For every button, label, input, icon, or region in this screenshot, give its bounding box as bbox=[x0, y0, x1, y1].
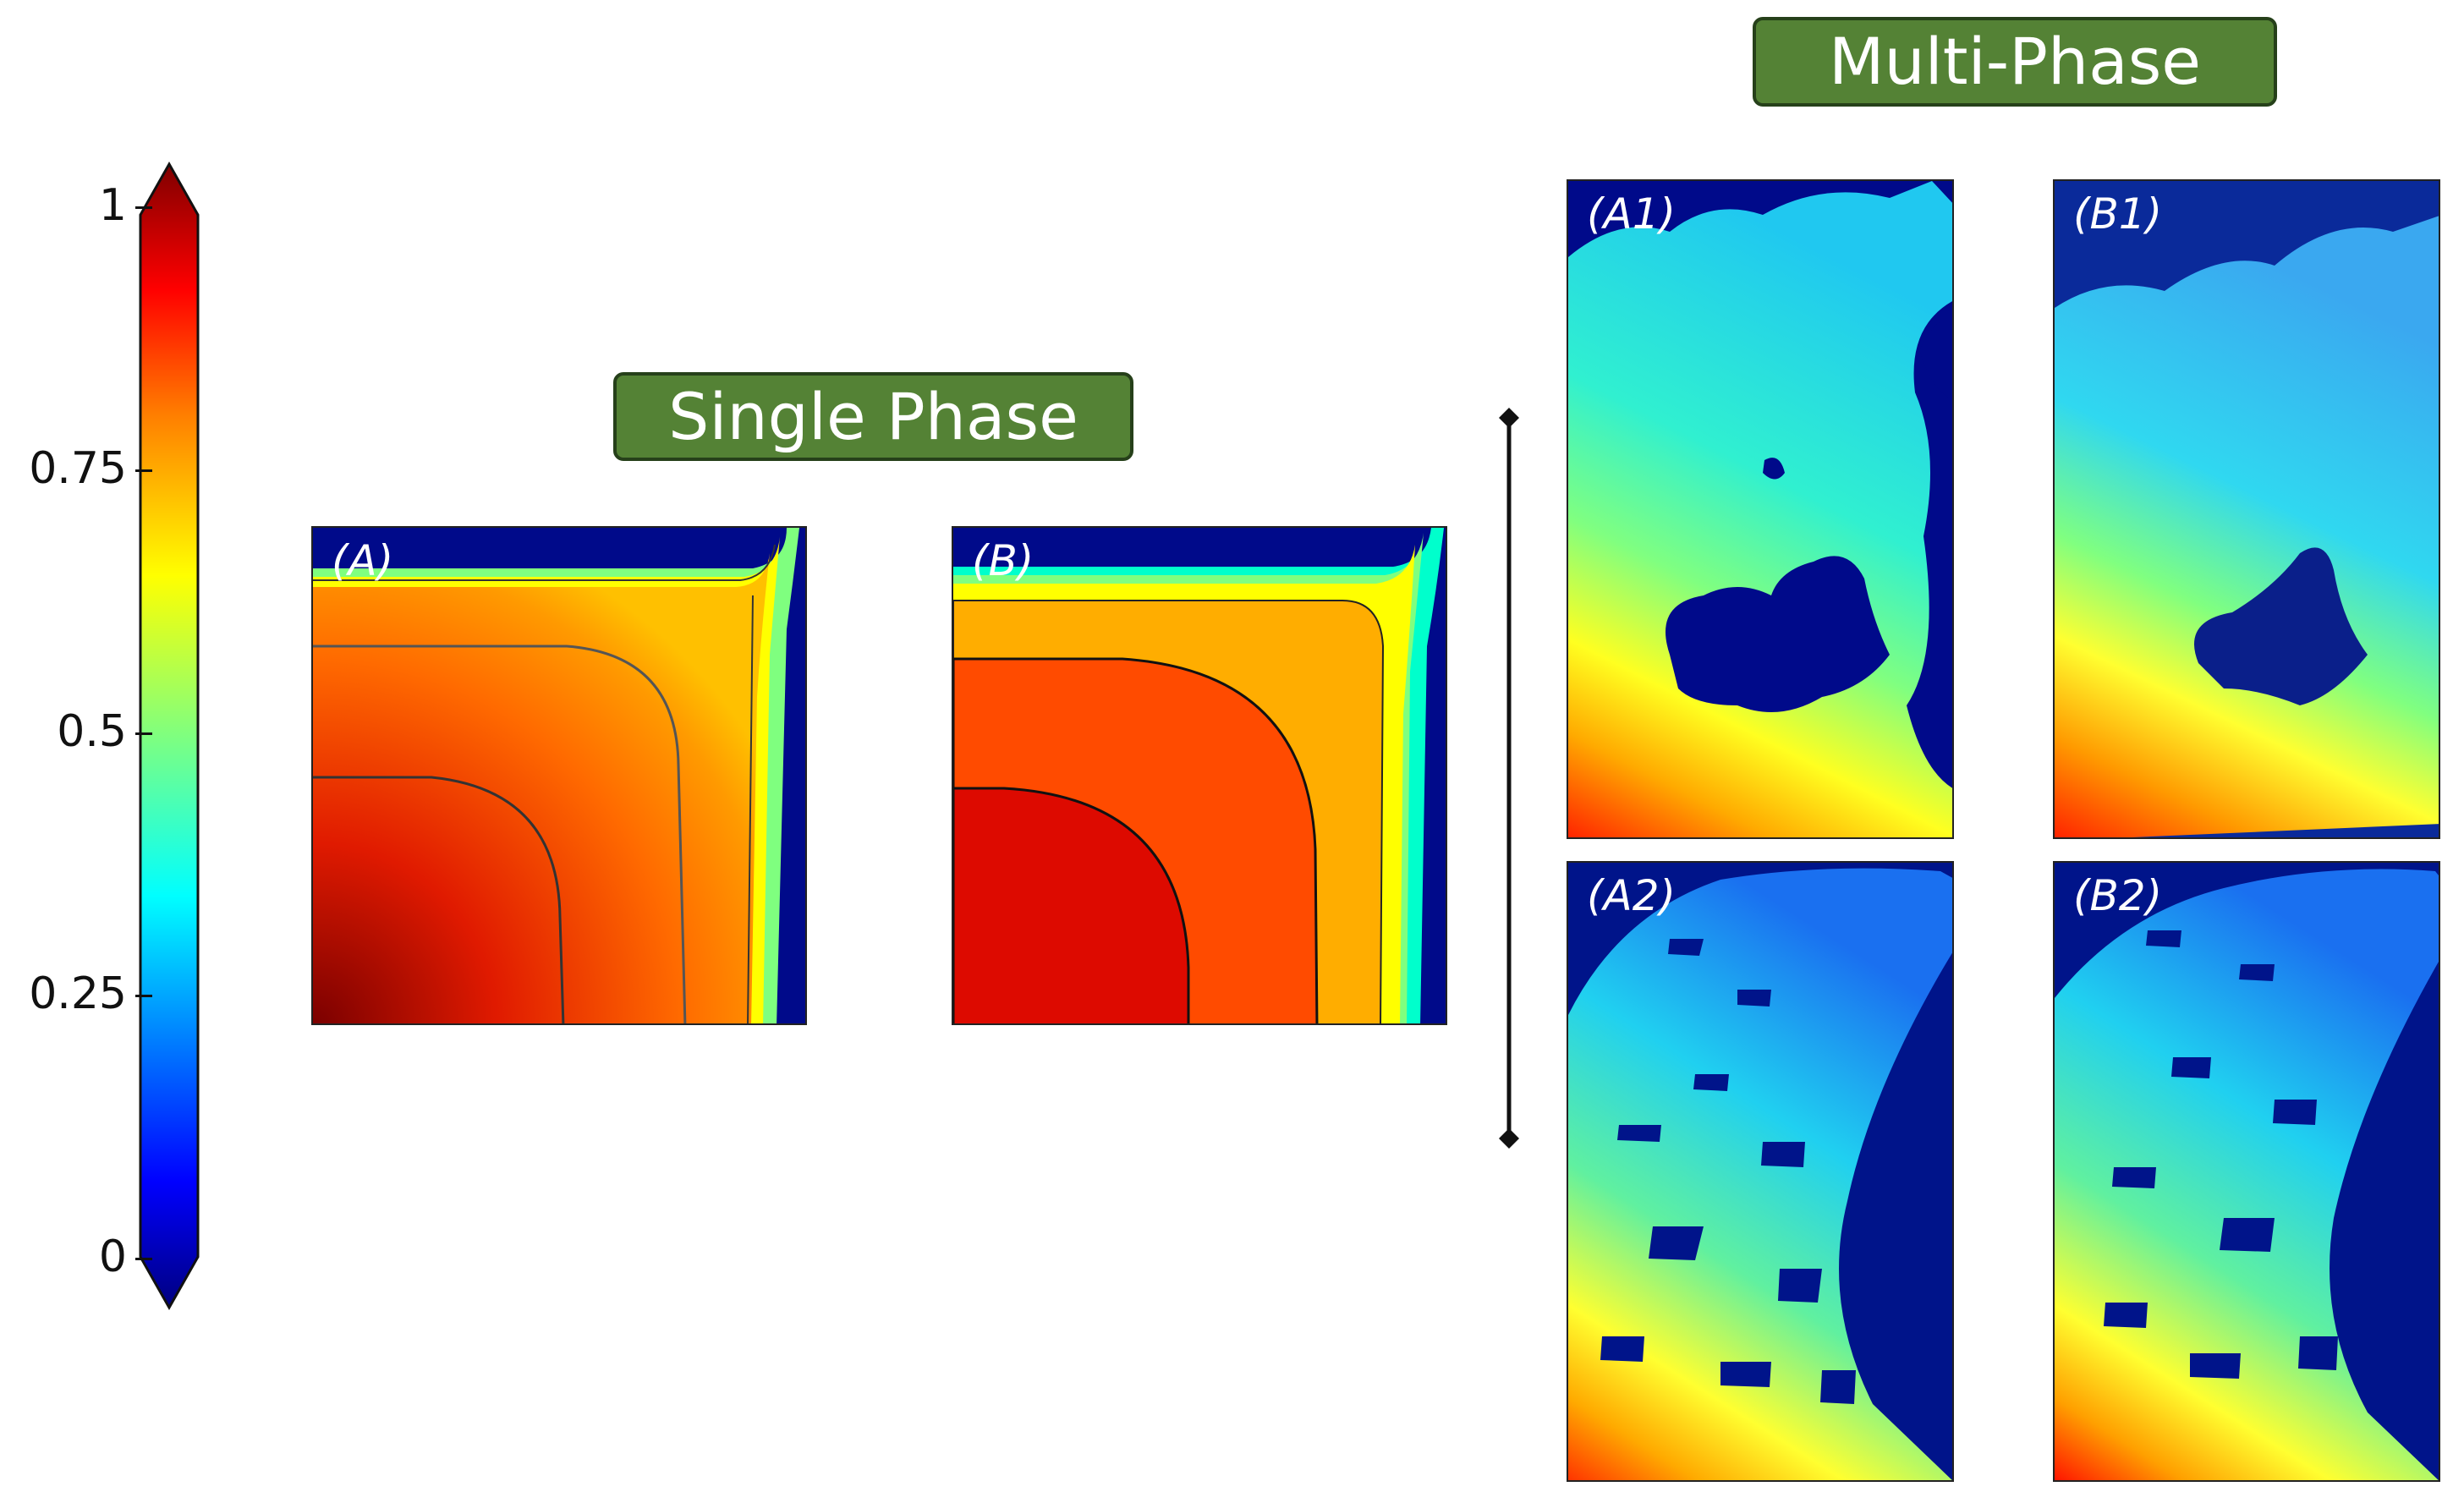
colorbar-gradient bbox=[139, 161, 200, 1311]
multi-phase-title: Multi-Phase bbox=[1753, 17, 2277, 107]
colorbar-tick-mark bbox=[135, 1258, 152, 1260]
colorbar-tick-label: 0.75 bbox=[29, 442, 127, 494]
panel-a2-label: (A2) bbox=[1587, 871, 1677, 920]
panel-a1-label: (A1) bbox=[1587, 189, 1677, 239]
panel-b-label: (B) bbox=[972, 536, 1034, 585]
panel-a: (A) bbox=[311, 526, 807, 1025]
panel-b2-label: (B2) bbox=[2073, 871, 2163, 920]
colorbar-tick-mark bbox=[135, 732, 152, 735]
panel-b1: (B1) bbox=[2053, 179, 2440, 839]
multi-phase-title-text: Multi-Phase bbox=[1828, 24, 2202, 99]
panel-b2-field bbox=[2055, 863, 2439, 1480]
colorbar-tick-mark bbox=[135, 206, 152, 209]
panel-a-field bbox=[313, 528, 805, 1023]
colorbar-tick-label: 1 bbox=[98, 180, 127, 231]
colorbar-tick-mark bbox=[135, 995, 152, 998]
panel-b1-label: (B1) bbox=[2073, 189, 2163, 239]
panel-a1-field bbox=[1568, 181, 1952, 837]
colorbar-tick-label: 0 bbox=[98, 1231, 127, 1282]
single-phase-title-text: Single Phase bbox=[668, 378, 1078, 454]
group-bracket bbox=[1499, 408, 1519, 1149]
panel-b1-field bbox=[2055, 181, 2439, 837]
panel-b2: (B2) bbox=[2053, 861, 2440, 1482]
panel-b-field bbox=[953, 528, 1446, 1023]
panel-a2: (A2) bbox=[1567, 861, 1954, 1482]
colorbar-tick-label: 0.25 bbox=[29, 968, 127, 1020]
panel-a2-field bbox=[1568, 863, 1952, 1480]
colorbar-tick-mark bbox=[135, 469, 152, 472]
panel-b: (B) bbox=[952, 526, 1447, 1025]
panel-a-label: (A) bbox=[332, 536, 394, 585]
colorbar-tick-label: 0.5 bbox=[57, 705, 127, 757]
single-phase-title: Single Phase bbox=[613, 372, 1133, 461]
panel-a1: (A1) bbox=[1567, 179, 1954, 839]
